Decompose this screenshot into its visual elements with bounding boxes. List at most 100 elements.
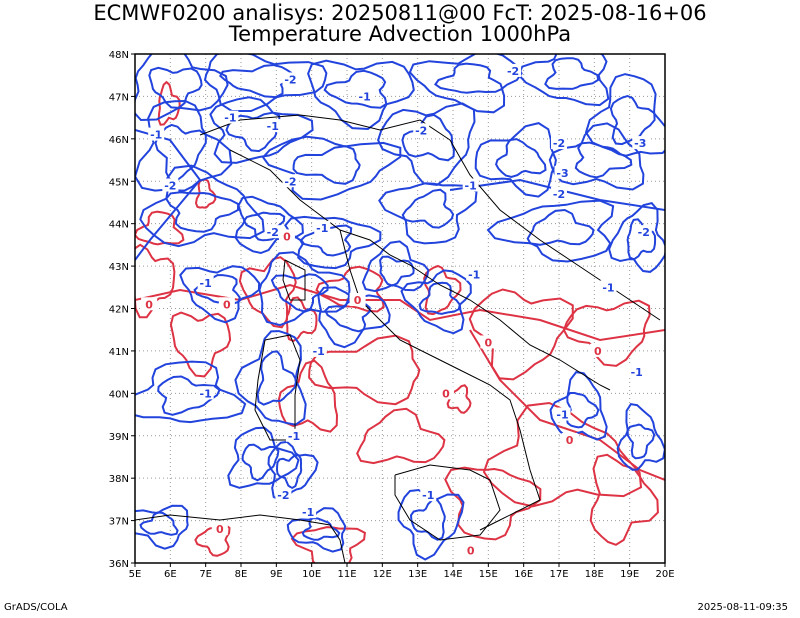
lon-tick-label: 18E [585,569,604,580]
negative-contour [549,371,608,441]
negative-contour [495,138,547,179]
contour-label: 0 [223,298,231,311]
negative-contour [377,102,476,186]
lat-tick-label: 42N [109,305,129,316]
lat-tick-label: 41N [109,347,129,358]
contour-label-bg [300,505,317,519]
contour-label: -2 [267,226,279,239]
contour-label: -1 [288,430,300,443]
contour-label-bg [310,343,327,357]
contour-label-bg [480,335,497,349]
contour-label-bg [282,174,299,188]
negative-contour [400,269,472,335]
lon-tick-label: 15E [479,569,498,580]
contour-label-bg [197,276,214,290]
lon-tick-label: 10E [302,569,321,580]
negative-contour [209,96,314,164]
negative-contours [135,54,665,561]
contour-label: 0 [467,544,475,557]
positive-contour [482,401,643,508]
contour-label: 0 [216,523,224,536]
contour-label: -1 [150,129,162,142]
negative-contour [584,73,665,157]
lat-tick-label: 43N [109,262,129,273]
lon-tick-label: 16E [514,569,533,580]
negative-contour [203,54,328,112]
positive-contour [194,178,217,209]
lat-tick-label: 46N [109,135,129,146]
contour-label-bg [141,297,158,311]
lat-tick-label: 38N [109,474,129,485]
contour-label: -2 [507,65,519,78]
footer-credit: GrADS/COLA [4,602,68,613]
coastline [339,229,611,391]
contour-label-bg [222,110,239,124]
contour-label-bg [148,127,165,141]
negative-contour [135,504,189,550]
coastline [479,499,541,531]
contour-label-bg [589,343,606,357]
positive-contour [468,288,574,381]
contour-label-bg [505,63,522,77]
negative-contour [148,66,203,109]
lon-tick-label: 6E [164,569,177,580]
negative-contour [139,164,265,248]
contour-label: 0 [283,230,291,243]
map-title-field: Temperature Advection 1000hPa [228,22,572,46]
contour-label-bg [462,178,479,192]
contour-label: 0 [354,294,362,307]
negative-contour [526,208,595,246]
contour-label: -1 [602,281,614,294]
negative-contour [234,195,304,255]
negative-contour [270,273,329,313]
map-title-run: ECMWF0200 analisys: 20250811@00 FcT: 202… [93,1,707,25]
contour-label-bg [211,522,228,536]
contour-label-bg [162,178,179,192]
contour-label-bg [349,293,366,307]
negative-contour [323,69,388,109]
contour-label: 0 [594,345,602,358]
contour-label-bg [218,297,235,311]
contour-label: -3 [556,167,568,180]
negative-contour [241,443,280,482]
contour-label: 0 [145,298,153,311]
negative-contour [256,350,298,406]
negative-contour [626,423,656,460]
contour-label: -2 [553,137,565,150]
positive-contour [135,283,665,342]
negative-contour [434,62,504,94]
contour-labels: -2 -2 -1 -1 -1 -1 -2 -2 -3 -3 -2 -1 -2 -2 -1 -2 -2 -1 -1 -1… [141,63,652,557]
contour-label: -2 [553,188,565,201]
coastline [199,114,451,141]
negative-contour [548,122,645,191]
negative-contour [154,123,207,182]
axis-ticks: 5E 6E 7E 8E 9E 10E 11E 12E 13E 14E 15E 16E 17E 18E 19E… [109,50,675,580]
positive-contour [589,453,659,546]
contour-label: -2 [284,73,296,86]
negative-contour [219,63,296,99]
contour-label-bg [413,123,430,137]
contour-label-bg [628,365,645,379]
lat-tick-label: 39N [109,432,129,443]
contour-label: -1 [556,409,568,422]
contour-label-bg [314,220,331,234]
contour-label: -2 [277,489,289,502]
contour-label-bg [554,165,571,179]
contour-label-bg [551,186,567,200]
contour-label-bg [278,229,295,243]
contour-label: -1 [316,222,328,235]
negative-contour [301,517,341,541]
negative-contour [486,199,615,263]
negative-contour [409,498,446,541]
lon-tick-label: 5E [129,569,142,580]
lon-tick-label: 17E [549,569,568,580]
contour-label-bg [282,72,299,86]
lon-tick-label: 19E [620,569,639,580]
negative-contour [474,122,557,198]
negative-contour [616,403,665,471]
contour-label: -1 [267,120,279,133]
contour-label: -2 [284,175,296,188]
contour-label-bg [600,280,617,294]
lat-tick-label: 36N [109,559,129,570]
